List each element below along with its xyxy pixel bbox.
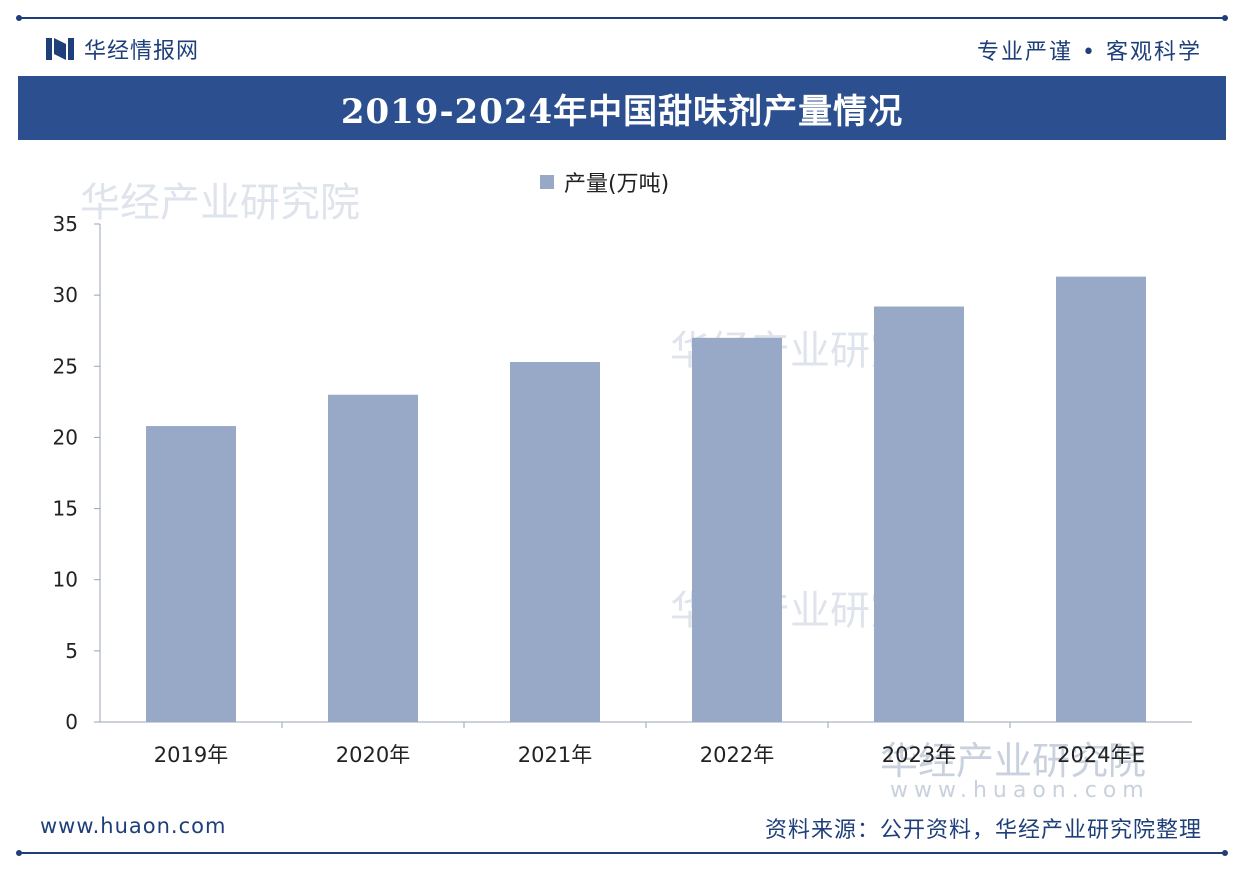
footer-source: 资料来源：公开资料，华经产业研究院整理 xyxy=(764,818,1202,843)
top-rule xyxy=(16,15,1228,21)
chart-title: 2019-2024年中国甜味剂产量情况 xyxy=(340,91,904,132)
title-bar: 2019-2024年中国甜味剂产量情况 xyxy=(18,76,1226,140)
book-logo-icon xyxy=(46,38,74,60)
motto: 专业严谨 • 客观科学 xyxy=(977,40,1202,65)
bar xyxy=(1056,276,1146,722)
y-tick-label: 30 xyxy=(53,283,78,307)
bar xyxy=(328,394,418,722)
bar xyxy=(692,337,782,722)
x-tick-label: 2020年 xyxy=(336,743,410,767)
y-tick-label: 5 xyxy=(65,639,78,663)
bar xyxy=(510,362,600,722)
y-tick-label: 25 xyxy=(53,354,78,378)
x-tick-label: 2023年 xyxy=(882,743,956,767)
bar xyxy=(874,306,964,722)
bar xyxy=(146,426,236,722)
x-tick-label: 2022年 xyxy=(700,743,774,767)
x-tick-label: 2019年 xyxy=(154,743,228,767)
brand: 华经情报网 xyxy=(46,32,199,66)
brand-name: 华经情报网 xyxy=(84,39,200,64)
y-tick-label: 15 xyxy=(53,497,78,521)
y-tick-label: 35 xyxy=(53,212,78,236)
legend-label: 产量(万吨) xyxy=(564,172,670,197)
footer-url[interactable]: www.huaon.com xyxy=(40,814,227,838)
y-tick-label: 10 xyxy=(53,568,78,592)
y-tick-label: 20 xyxy=(53,425,78,449)
x-tick-label: 2021年 xyxy=(518,743,592,767)
x-tick-label: 2024年E xyxy=(1057,743,1145,767)
y-tick-label: 0 xyxy=(65,710,78,734)
legend: 产量(万吨) xyxy=(540,166,669,198)
bottom-rule xyxy=(16,850,1228,856)
legend-swatch xyxy=(540,175,554,189)
